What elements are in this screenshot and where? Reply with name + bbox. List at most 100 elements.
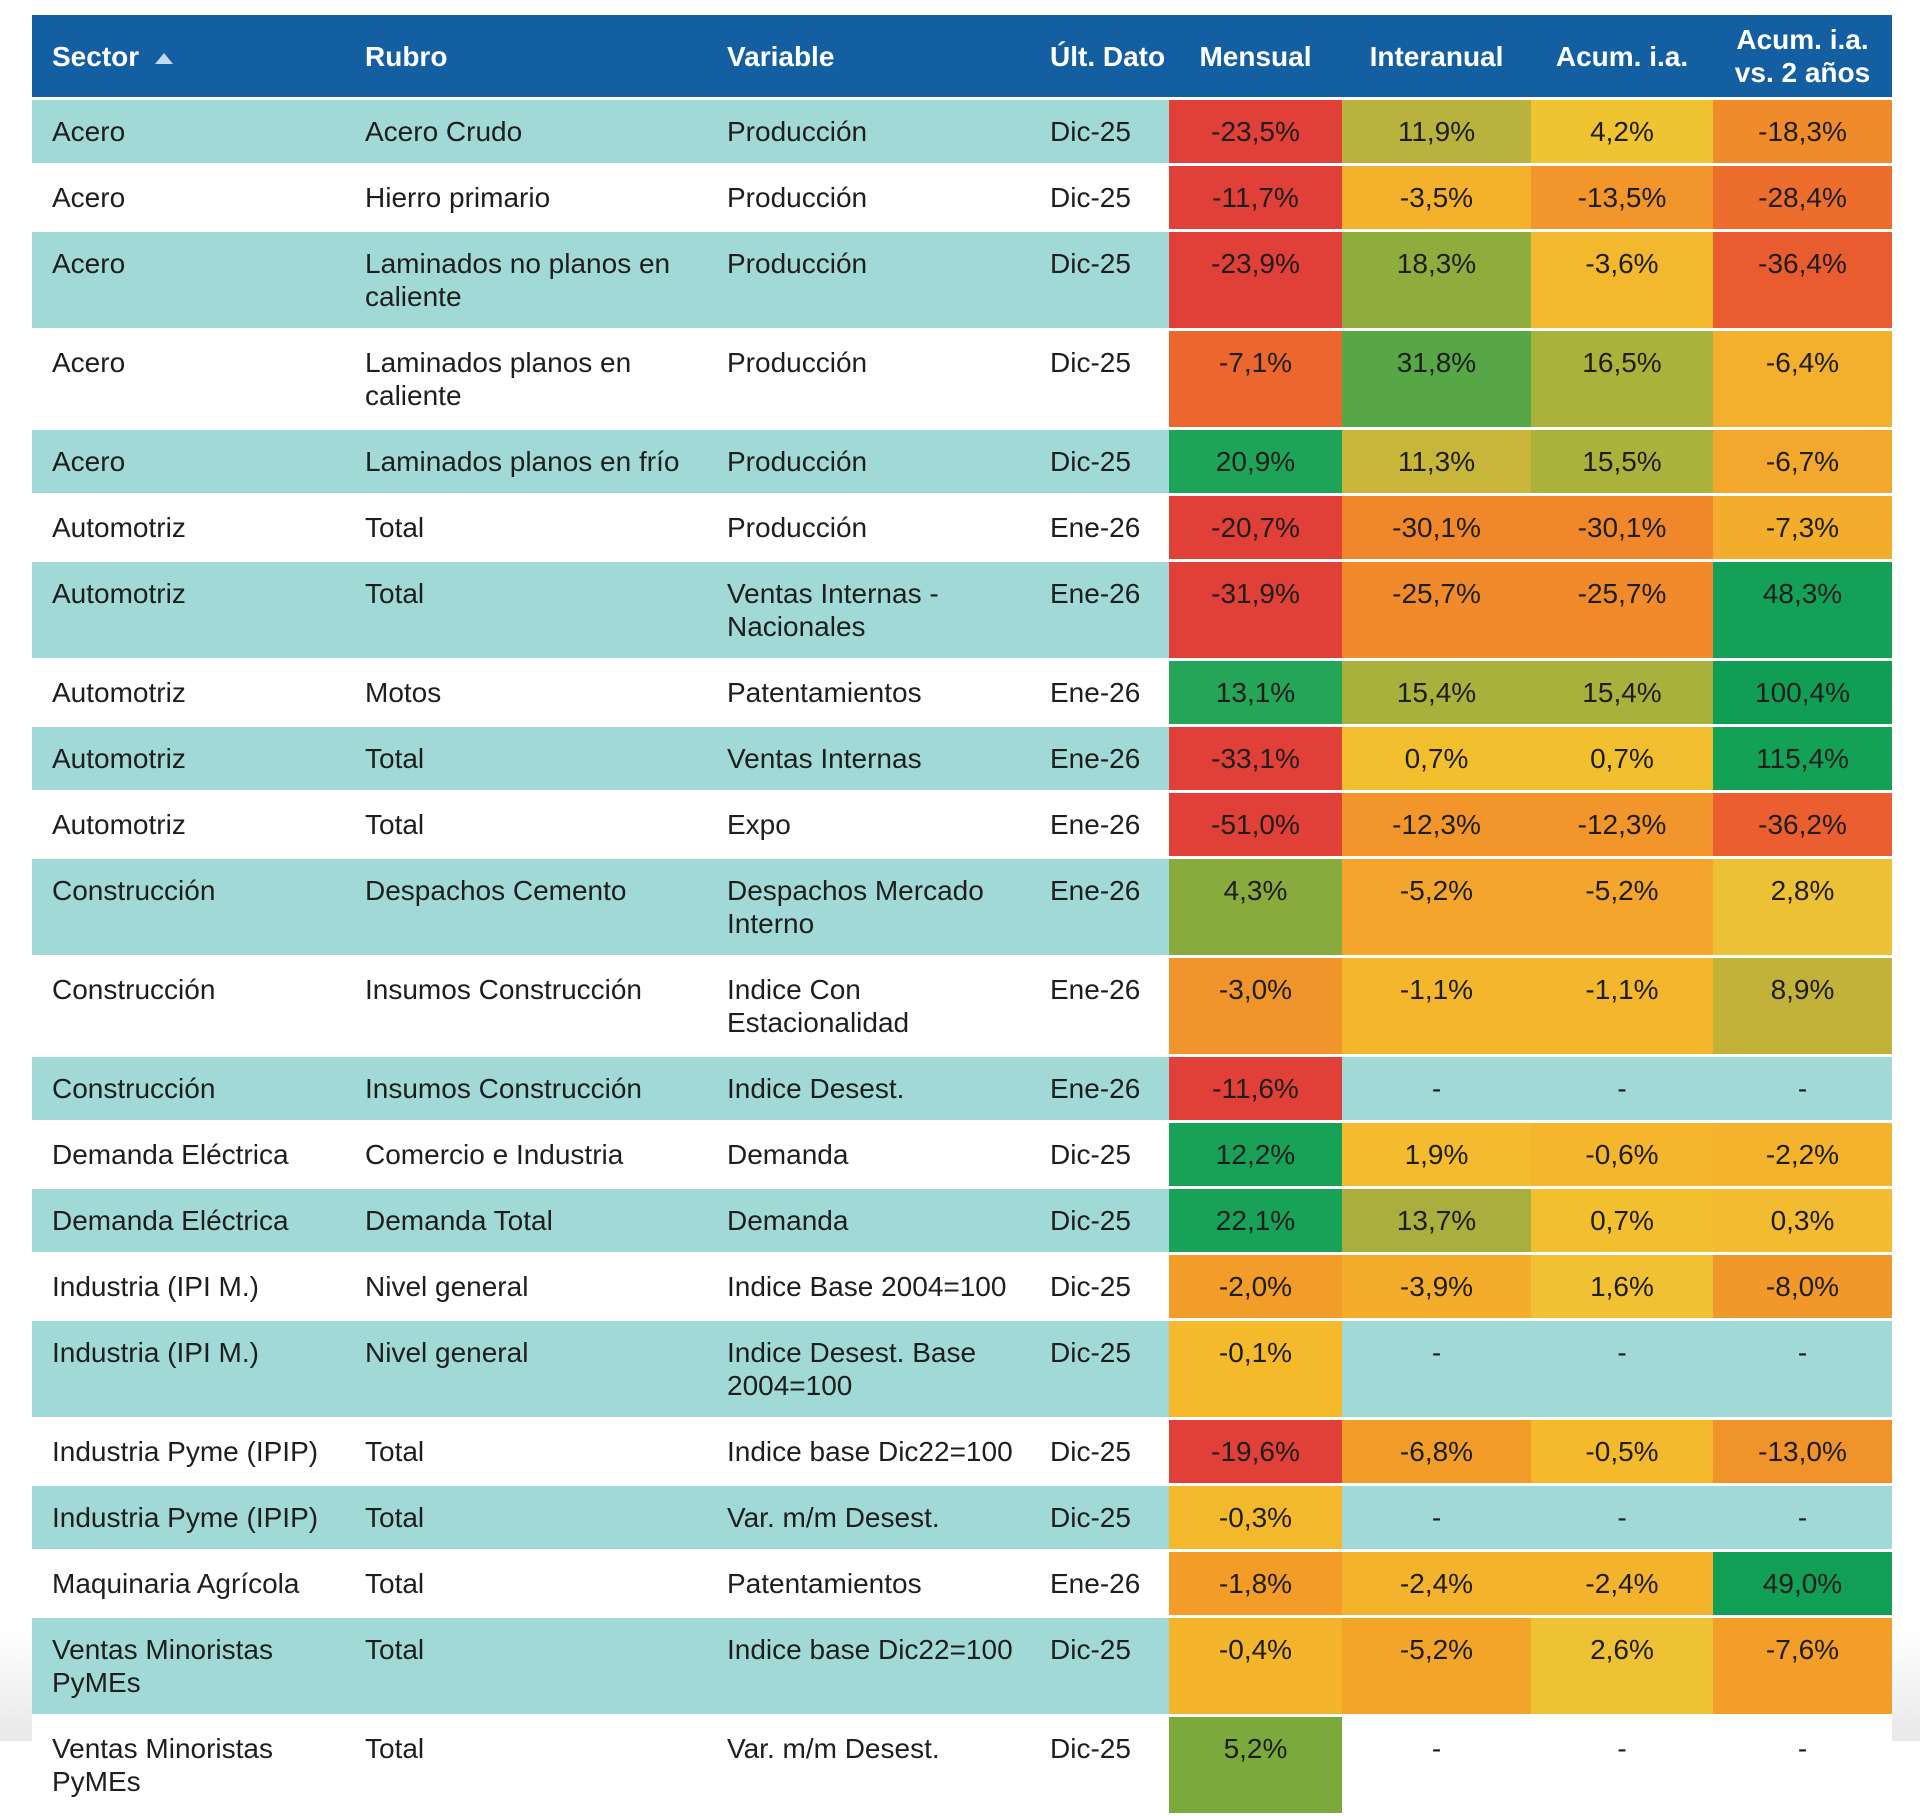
cell-interanual: 13,7% xyxy=(1342,1187,1531,1255)
table-header: Sector Rubro Variable Últ. Dato Mensual … xyxy=(32,15,1892,100)
table-row: Demanda Eléctrica Demanda Total Demanda … xyxy=(32,1187,1892,1255)
column-header-mensual[interactable]: Mensual xyxy=(1169,15,1342,100)
cell-mensual: 4,3% xyxy=(1169,857,1342,958)
cell-sector: Maquinaria Agrícola xyxy=(32,1550,345,1618)
cell-mensual: -23,9% xyxy=(1169,230,1342,331)
column-header-sector[interactable]: Sector xyxy=(32,15,345,100)
column-header-interanual[interactable]: Interanual xyxy=(1342,15,1531,100)
cell-acum-ia-vs-2: 8,9% xyxy=(1713,956,1892,1057)
cell-interanual: 15,4% xyxy=(1342,659,1531,727)
cell-variable: Indice Base 2004=100 xyxy=(707,1253,1030,1321)
column-header-ult-dato[interactable]: Últ. Dato xyxy=(1030,15,1169,100)
cell-acum-ia-vs-2: -7,6% xyxy=(1713,1616,1892,1717)
table-row: Automotriz Total Ventas Internas - Nacio… xyxy=(32,560,1892,661)
cell-acum-ia: - xyxy=(1531,1319,1713,1420)
cell-mensual: -0,4% xyxy=(1169,1616,1342,1717)
cell-interanual: - xyxy=(1342,1484,1531,1552)
cell-mensual: -33,1% xyxy=(1169,725,1342,793)
cell-variable: Indice base Dic22=100 xyxy=(707,1616,1030,1717)
column-header-acum-ia-vs-2-label: Acum. i.a. vs. 2 años xyxy=(1734,24,1871,88)
cell-ult-dato: Dic-25 xyxy=(1030,428,1169,496)
cell-rubro: Laminados no planos en caliente xyxy=(345,230,707,331)
table-row: Maquinaria Agrícola Total Patentamientos… xyxy=(32,1550,1892,1618)
cell-sector: Automotriz xyxy=(32,659,345,727)
cell-ult-dato: Dic-25 xyxy=(1030,1253,1169,1321)
column-header-variable[interactable]: Variable xyxy=(707,15,1030,100)
cell-acum-ia-vs-2: 48,3% xyxy=(1713,560,1892,661)
cell-acum-ia-vs-2: 100,4% xyxy=(1713,659,1892,727)
column-header-acum-ia-vs-2[interactable]: Acum. i.a. vs. 2 años xyxy=(1713,15,1892,100)
cell-rubro: Comercio e Industria xyxy=(345,1121,707,1189)
table-row: Ventas Minoristas PyMEs Total Var. m/m D… xyxy=(32,1715,1892,1816)
cell-sector: Demanda Eléctrica xyxy=(32,1121,345,1189)
cell-sector: Ventas Minoristas PyMEs xyxy=(32,1616,345,1717)
cell-variable: Indice Con Estacionalidad xyxy=(707,956,1030,1057)
cell-variable: Var. m/m Desest. xyxy=(707,1484,1030,1552)
cell-interanual: -6,8% xyxy=(1342,1418,1531,1486)
cell-acum-ia: -12,3% xyxy=(1531,791,1713,859)
cell-interanual: 11,3% xyxy=(1342,428,1531,496)
cell-rubro: Hierro primario xyxy=(345,164,707,232)
cell-ult-dato: Dic-25 xyxy=(1030,230,1169,331)
column-header-interanual-label: Interanual xyxy=(1369,40,1504,72)
cell-interanual: -2,4% xyxy=(1342,1550,1531,1618)
table-row: Industria Pyme (IPIP) Total Indice base … xyxy=(32,1418,1892,1486)
column-header-rubro[interactable]: Rubro xyxy=(345,15,707,100)
column-header-acum-ia[interactable]: Acum. i.a. xyxy=(1531,15,1713,100)
cell-sector: Ventas Minoristas PyMEs xyxy=(32,1715,345,1816)
sector-indicators-panel: Sector Rubro Variable Últ. Dato Mensual … xyxy=(32,15,1892,1816)
cell-sector: Construcción xyxy=(32,1055,345,1123)
cell-mensual: -0,3% xyxy=(1169,1484,1342,1552)
cell-rubro: Total xyxy=(345,725,707,793)
cell-interanual: -25,7% xyxy=(1342,560,1531,661)
cell-interanual: 18,3% xyxy=(1342,230,1531,331)
cell-acum-ia: 0,7% xyxy=(1531,1187,1713,1255)
cell-ult-dato: Dic-25 xyxy=(1030,1187,1169,1255)
cell-variable: Var. m/m Desest. xyxy=(707,1715,1030,1816)
cell-acum-ia: -0,6% xyxy=(1531,1121,1713,1189)
table-row: Automotriz Total Expo Ene-26 -51,0% -12,… xyxy=(32,791,1892,859)
cell-ult-dato: Dic-25 xyxy=(1030,164,1169,232)
cell-sector: Automotriz xyxy=(32,791,345,859)
cell-variable: Expo xyxy=(707,791,1030,859)
cell-acum-ia: 15,5% xyxy=(1531,428,1713,496)
cell-acum-ia-vs-2: -7,3% xyxy=(1713,494,1892,562)
cell-variable: Ventas Internas - Nacionales xyxy=(707,560,1030,661)
cell-variable: Producción xyxy=(707,494,1030,562)
cell-mensual: 13,1% xyxy=(1169,659,1342,727)
cell-ult-dato: Ene-26 xyxy=(1030,725,1169,793)
table-row: Acero Laminados planos en caliente Produ… xyxy=(32,329,1892,430)
cell-variable: Indice Desest. xyxy=(707,1055,1030,1123)
table-row: Acero Hierro primario Producción Dic-25 … xyxy=(32,164,1892,232)
cell-mensual: -3,0% xyxy=(1169,956,1342,1057)
cell-acum-ia: 1,6% xyxy=(1531,1253,1713,1321)
cell-acum-ia: 2,6% xyxy=(1531,1616,1713,1717)
cell-acum-ia-vs-2: -2,2% xyxy=(1713,1121,1892,1189)
cell-ult-dato: Ene-26 xyxy=(1030,956,1169,1057)
cell-ult-dato: Dic-25 xyxy=(1030,1319,1169,1420)
cell-acum-ia-vs-2: 115,4% xyxy=(1713,725,1892,793)
cell-ult-dato: Ene-26 xyxy=(1030,494,1169,562)
cell-acum-ia-vs-2: - xyxy=(1713,1319,1892,1420)
table-row: Acero Acero Crudo Producción Dic-25 -23,… xyxy=(32,98,1892,166)
cell-acum-ia-vs-2: -8,0% xyxy=(1713,1253,1892,1321)
cell-mensual: -11,7% xyxy=(1169,164,1342,232)
column-header-variable-label: Variable xyxy=(727,40,835,72)
cell-interanual: -5,2% xyxy=(1342,857,1531,958)
cell-rubro: Total xyxy=(345,560,707,661)
cell-sector: Construcción xyxy=(32,857,345,958)
cell-interanual: - xyxy=(1342,1715,1531,1816)
cell-acum-ia: -5,2% xyxy=(1531,857,1713,958)
cell-sector: Industria Pyme (IPIP) xyxy=(32,1418,345,1486)
cell-acum-ia: 16,5% xyxy=(1531,329,1713,430)
table-row: Industria Pyme (IPIP) Total Var. m/m Des… xyxy=(32,1484,1892,1552)
cell-interanual: -5,2% xyxy=(1342,1616,1531,1717)
cell-interanual: 1,9% xyxy=(1342,1121,1531,1189)
cell-ult-dato: Ene-26 xyxy=(1030,857,1169,958)
cell-acum-ia: 15,4% xyxy=(1531,659,1713,727)
cell-mensual: 22,1% xyxy=(1169,1187,1342,1255)
cell-mensual: -1,8% xyxy=(1169,1550,1342,1618)
table-row: Demanda Eléctrica Comercio e Industria D… xyxy=(32,1121,1892,1189)
cell-acum-ia-vs-2: - xyxy=(1713,1484,1892,1552)
cell-sector: Demanda Eléctrica xyxy=(32,1187,345,1255)
